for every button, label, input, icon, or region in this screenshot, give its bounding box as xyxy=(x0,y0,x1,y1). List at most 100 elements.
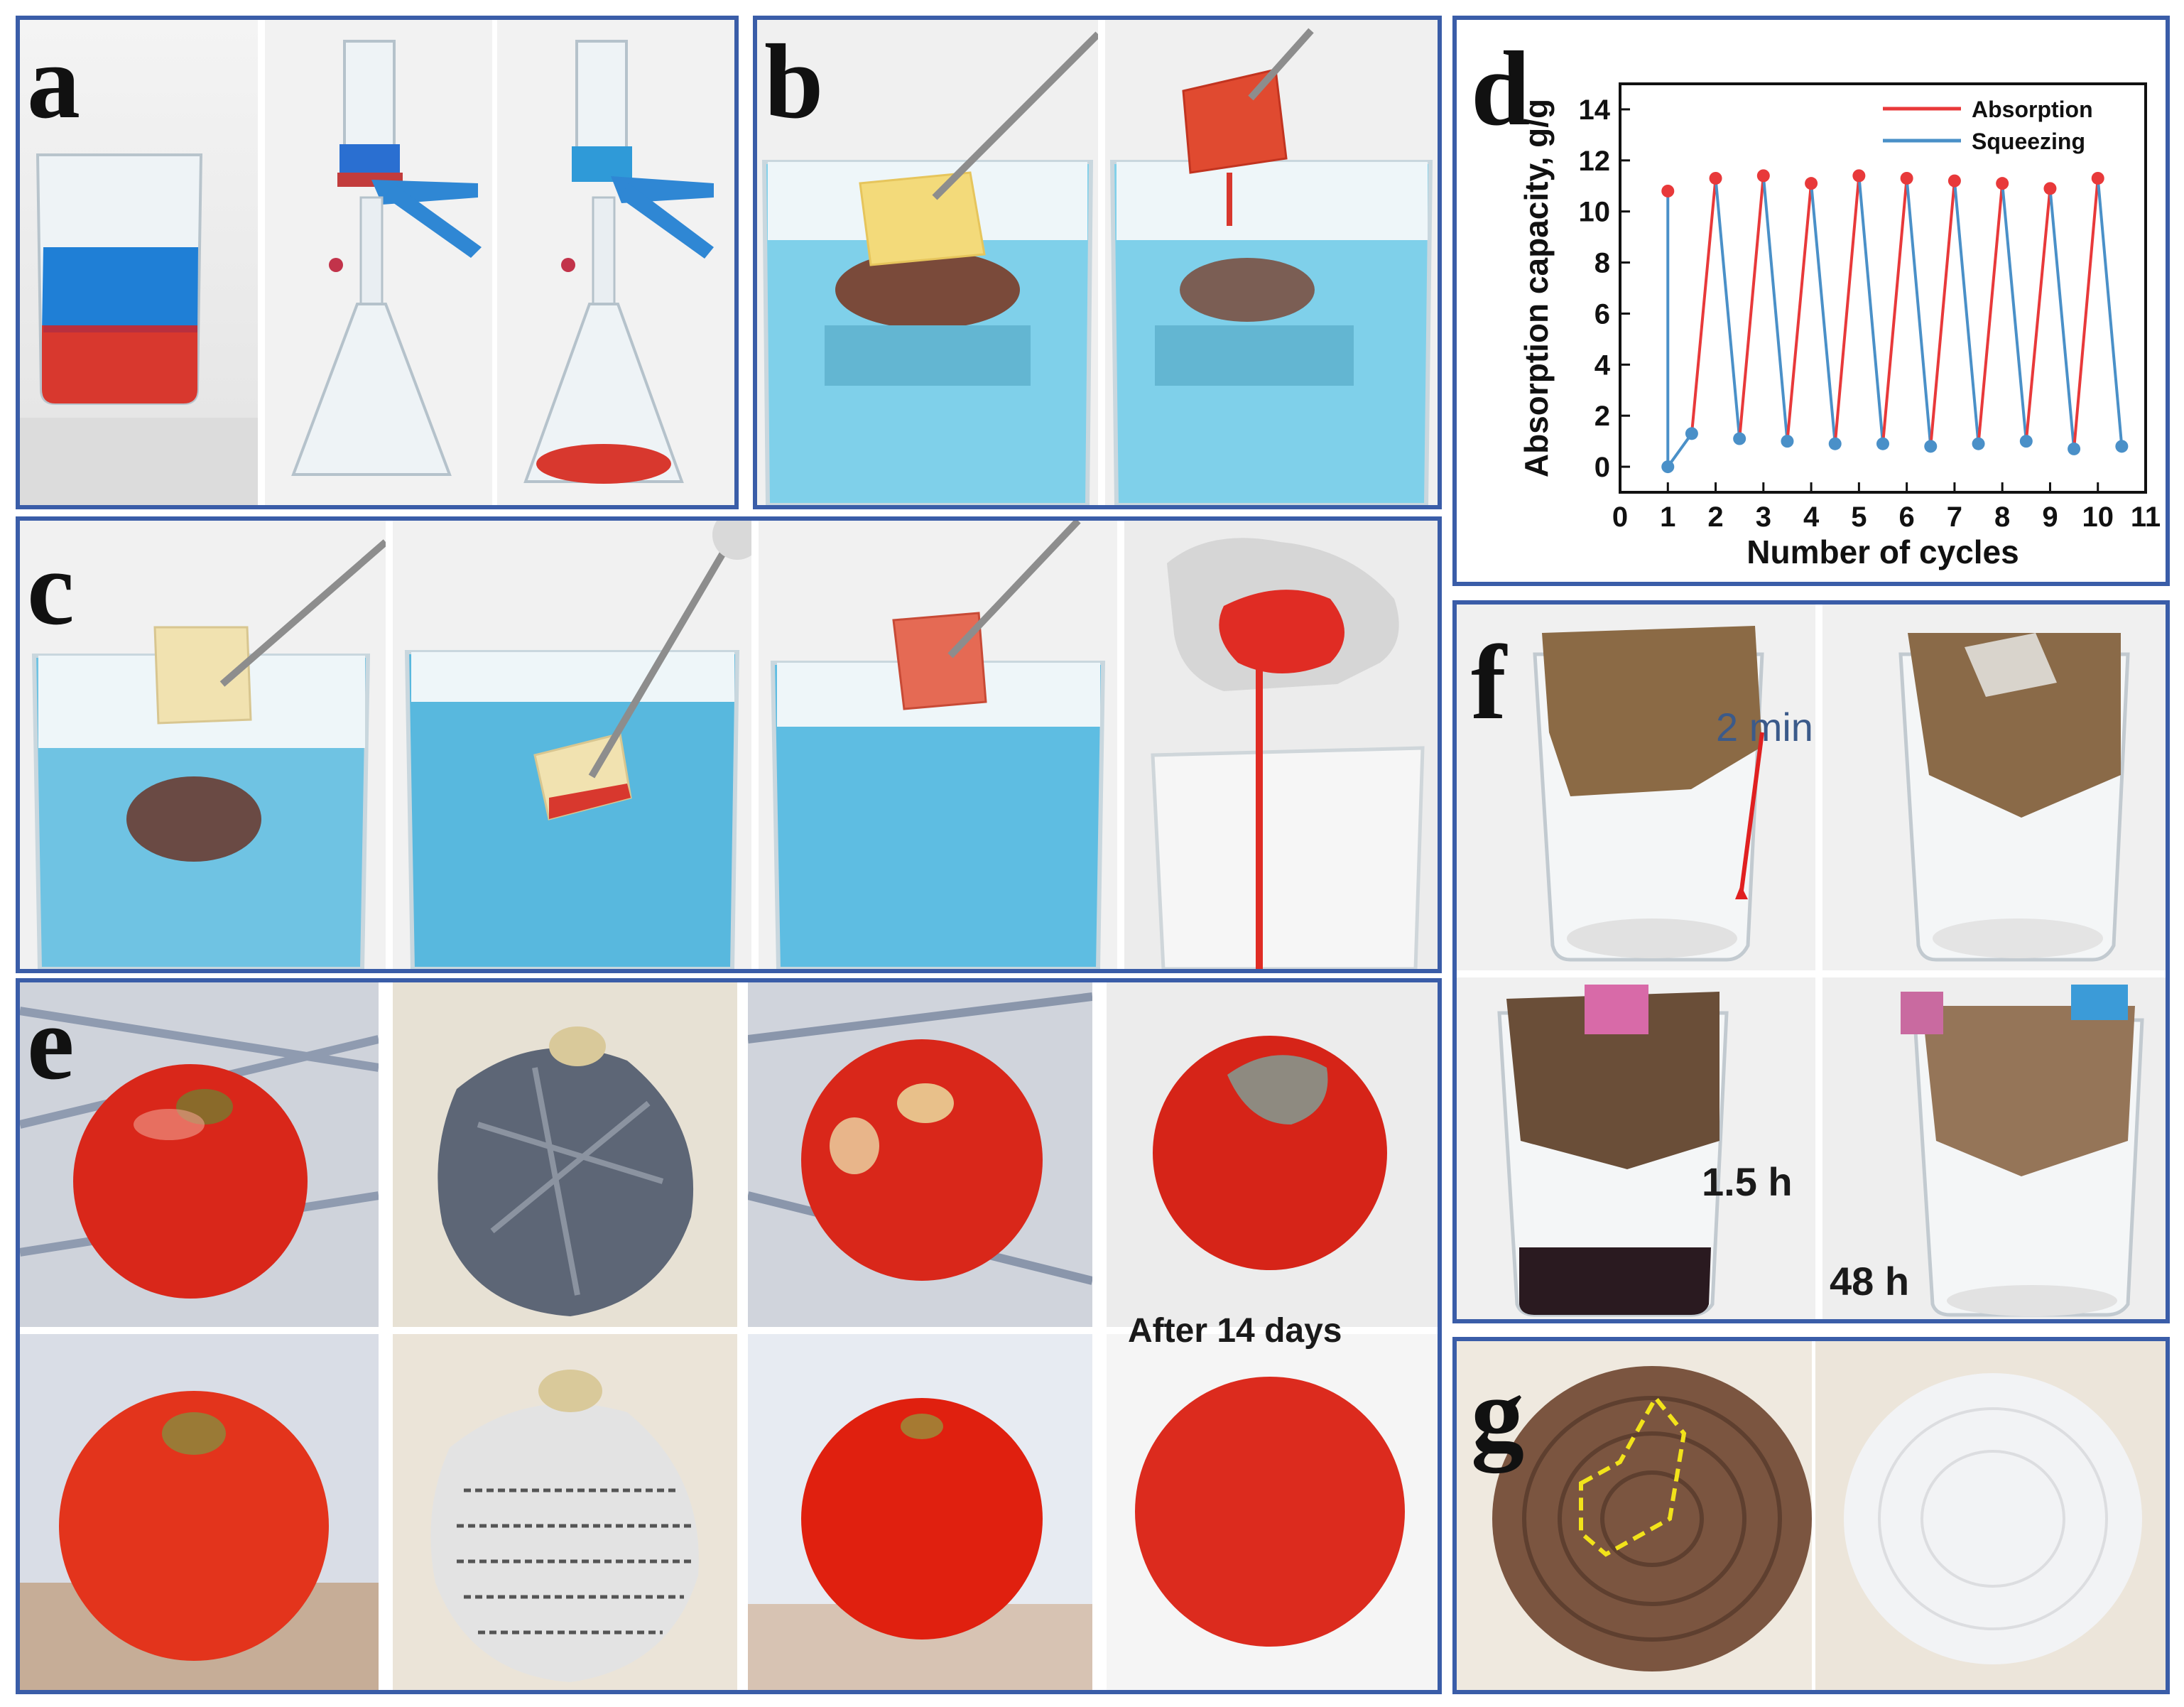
wood-disk-icon xyxy=(1492,1366,1812,1671)
y-tick-label: 6 xyxy=(1594,298,1610,330)
binder-clip-icon xyxy=(1585,985,1648,1034)
f-label-1-5-h: 1.5 h xyxy=(1702,1159,1793,1204)
absorption-segment xyxy=(1929,180,1956,447)
legend-label: Squeezing xyxy=(1972,129,2085,154)
sponge-icon xyxy=(892,612,987,710)
x-tick-label: 1 xyxy=(1660,502,1675,533)
absorption-segment xyxy=(1786,183,1813,442)
absorption-point xyxy=(1947,174,1961,188)
absorption-segment xyxy=(1738,175,1765,439)
binder-clip-icon xyxy=(1901,992,1943,1034)
photo-f-1.5h xyxy=(1457,977,1815,1319)
x-tick-label: 4 xyxy=(1803,502,1820,533)
absorption-point xyxy=(1996,177,2009,190)
panel-label-a: a xyxy=(27,23,80,141)
absorption-segment xyxy=(1881,178,1908,444)
absorption-point xyxy=(1661,184,1675,197)
sponge-icon xyxy=(859,171,986,266)
squeezing-point xyxy=(1876,437,1889,450)
e-caption-after-14-days: After 14 days xyxy=(1128,1312,1342,1350)
flask-icon xyxy=(291,303,452,476)
squeezing-point xyxy=(1972,437,1985,450)
panel-label-d: d xyxy=(1471,30,1531,148)
y-tick-label: 0 xyxy=(1594,452,1610,483)
absorption-segment xyxy=(2024,188,2052,442)
x-tick-label: 8 xyxy=(1994,502,2010,533)
y-tick-label: 12 xyxy=(1579,146,1611,177)
absorption-point xyxy=(1900,171,1913,185)
y-tick-label: 4 xyxy=(1594,349,1611,381)
newspaper-wrap-icon xyxy=(438,1048,694,1316)
panel-f: f xyxy=(1452,600,2170,1323)
photo-e-wrapped-1 xyxy=(393,982,737,1327)
x-tick-label: 9 xyxy=(2042,502,2058,533)
squeezing-point xyxy=(1685,427,1698,440)
squeezing-point xyxy=(1828,437,1842,450)
photo-filter-flask-2 xyxy=(497,20,734,505)
paper-filter-icon xyxy=(1922,1006,2135,1176)
squeezing-segment xyxy=(1810,183,1837,444)
photo-e-tomato-fresh xyxy=(1107,1334,1438,1690)
absorption-segment xyxy=(1977,183,2004,444)
tomato-icon xyxy=(73,1064,308,1299)
y-tick-label: 2 xyxy=(1594,401,1610,432)
photo-g-wood-stained xyxy=(1457,1341,1812,1690)
tweezers-icon xyxy=(947,521,1081,659)
newspaper-wrap-icon xyxy=(430,1403,699,1682)
x-tick-label: 7 xyxy=(1947,502,1962,533)
sponge-icon xyxy=(1219,590,1344,673)
squeezing-point xyxy=(1661,460,1675,474)
absorption-point xyxy=(1756,169,1770,183)
x-axis-label: Number of cycles xyxy=(1746,533,2019,570)
tomato-icon xyxy=(1135,1377,1405,1647)
tomato-icon xyxy=(59,1391,329,1661)
photo-g-wood-clean xyxy=(1815,1341,2166,1690)
tomato-icon xyxy=(801,1039,1043,1281)
photo-beaker-layered xyxy=(20,20,258,505)
sponge-icon xyxy=(153,626,252,725)
tweezers-icon xyxy=(932,31,1098,200)
x-tick-label: 2 xyxy=(1707,502,1723,533)
tomato-icon xyxy=(801,1398,1043,1640)
panel-b: b xyxy=(753,16,1442,509)
paper-filter-icon xyxy=(1506,992,1720,1169)
y-tick-label: 10 xyxy=(1579,197,1611,228)
panel-e: e xyxy=(16,978,1442,1694)
panel-label-c: c xyxy=(27,529,75,647)
x-tick-label: 3 xyxy=(1756,502,1771,533)
squeezing-point xyxy=(2019,435,2033,448)
absorption-segment xyxy=(1690,178,1717,434)
y-axis-label: Absorption capacity, g/g xyxy=(1518,99,1555,477)
photo-c2-sponge-in-water xyxy=(393,521,751,969)
photo-filter-flask-1 xyxy=(265,20,492,505)
photo-f-48h xyxy=(1822,977,2166,1319)
f-label-2-min: 2 min xyxy=(1716,705,1813,749)
photo-f-2min xyxy=(1457,605,1815,970)
sponge-icon xyxy=(1182,68,1288,174)
tweezers-icon xyxy=(588,533,737,779)
squeezing-segment xyxy=(2096,178,2124,447)
squeezing-point xyxy=(2068,442,2081,455)
photo-e-tomato-1 xyxy=(20,982,379,1327)
plot-frame xyxy=(1619,82,2147,494)
photo-e-wrapped-2 xyxy=(393,1334,737,1690)
panel-c: c xyxy=(16,516,1442,973)
squeezing-point xyxy=(1733,432,1746,445)
x-tick-label: 10 xyxy=(2082,502,2114,533)
squeezing-point xyxy=(2115,440,2129,453)
y-tick-label: 14 xyxy=(1579,94,1611,126)
photo-e-tomato-damaged xyxy=(748,982,1092,1327)
squeezing-point xyxy=(1781,435,1794,448)
absorption-segment xyxy=(1833,175,1861,444)
absorption-point xyxy=(1805,177,1818,190)
photo-sponge-red xyxy=(1105,20,1438,505)
x-tick-label: 11 xyxy=(2131,502,2161,533)
photo-e-tomato-rotten xyxy=(1107,982,1438,1327)
squeezing-segment xyxy=(2048,188,2076,450)
absorption-point xyxy=(1852,169,1866,183)
panel-label-f: f xyxy=(1471,624,1506,742)
absorption-segment xyxy=(2072,178,2099,450)
squeezing-segment xyxy=(1714,178,1742,439)
tweezers-icon xyxy=(219,539,386,687)
